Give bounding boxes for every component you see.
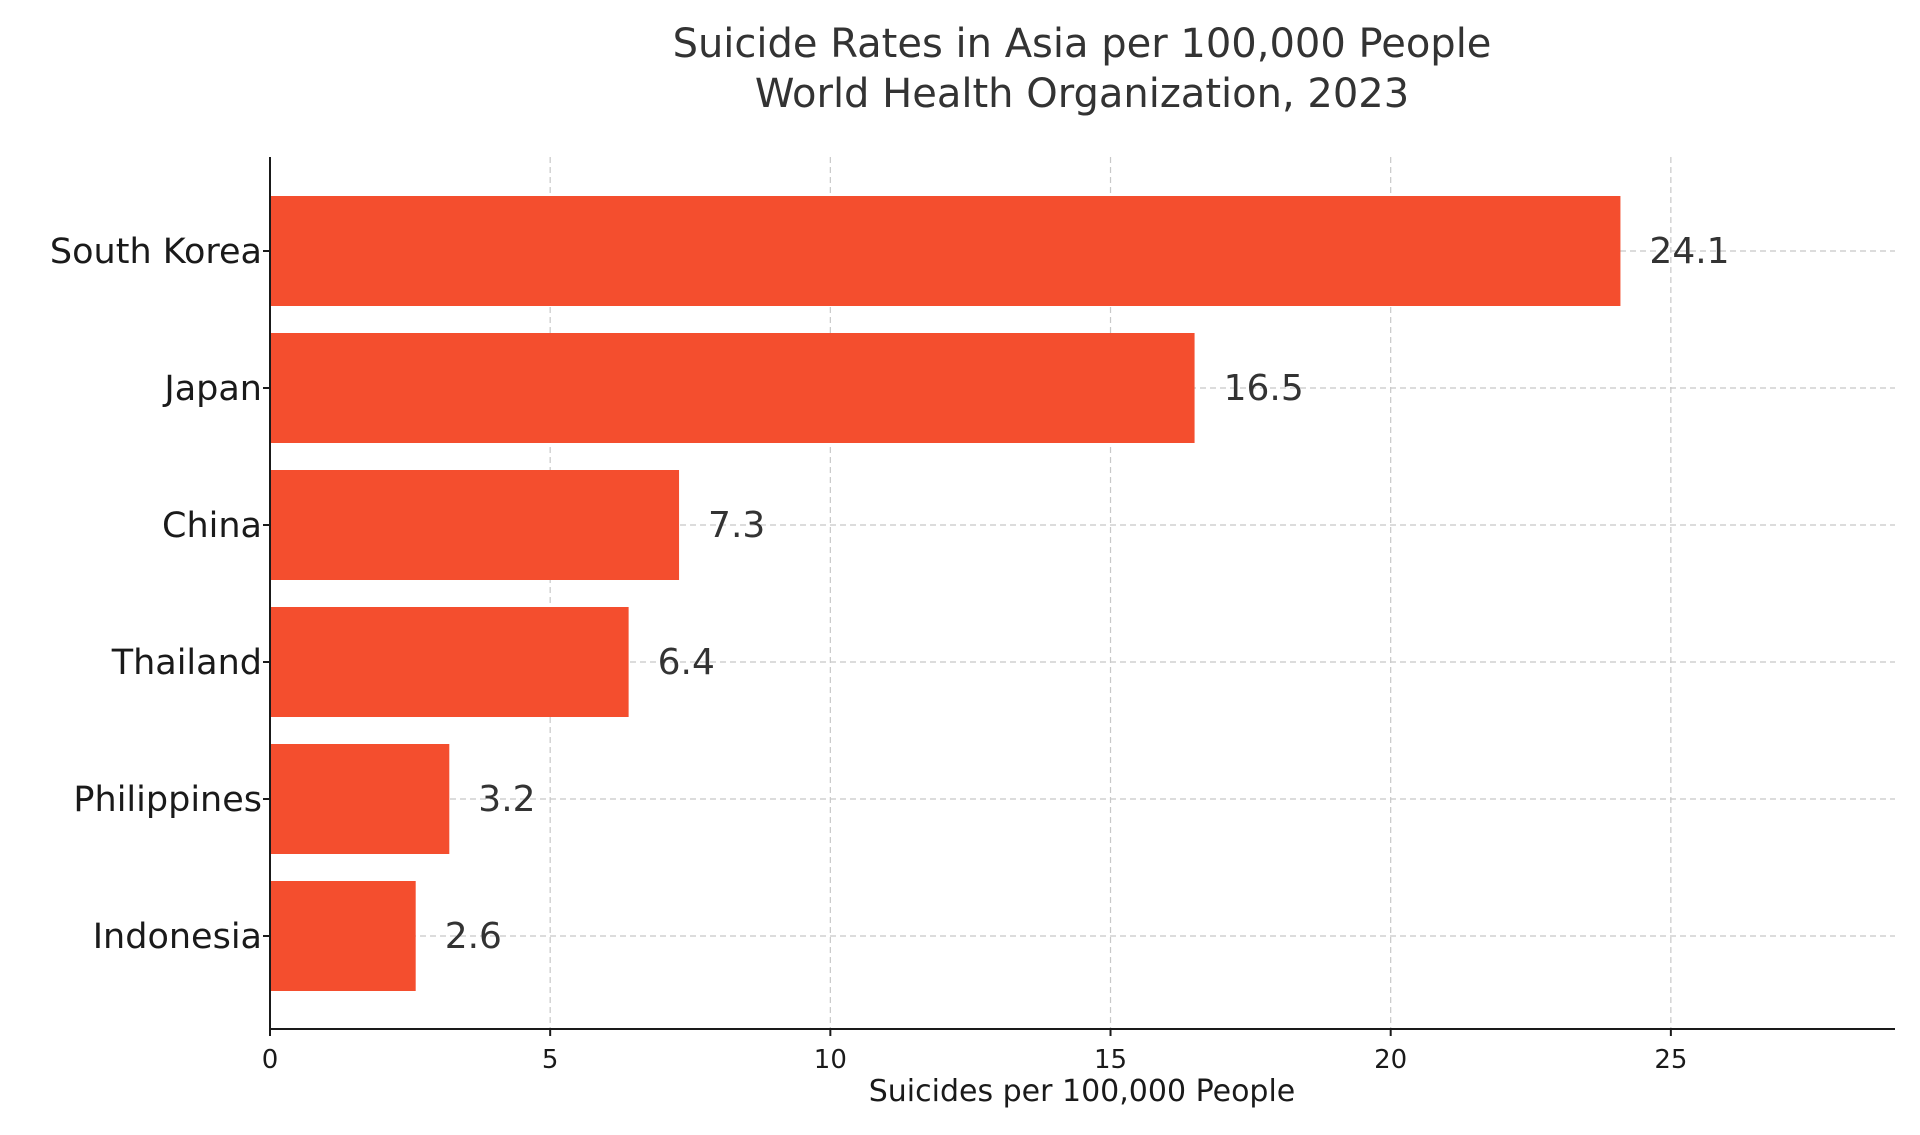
bar-south-korea	[270, 196, 1621, 306]
bar-value-label: 2.6	[445, 916, 502, 957]
axes	[263, 157, 1895, 1036]
chart-title: Suicide Rates in Asia per 100,000 People	[673, 21, 1492, 67]
category-label: Japan	[162, 369, 262, 409]
labels: 24.1 South Korea 16.5 Japan 7.3 China 6.4 Thail…	[50, 231, 1730, 1075]
bar-value-label: 3.2	[478, 779, 535, 820]
x-axis-label: Suicides per 100,000 People	[869, 1074, 1296, 1109]
bar-indonesia	[270, 881, 416, 991]
category-label: Indonesia	[93, 917, 262, 957]
x-tick-label: 25	[1654, 1045, 1687, 1075]
category-label: Philippines	[73, 780, 262, 820]
category-label: South Korea	[50, 232, 262, 272]
bar-japan	[270, 333, 1195, 443]
x-tick-label: 10	[814, 1045, 847, 1075]
x-tick-label: 15	[1094, 1045, 1127, 1075]
bar-value-label: 7.3	[708, 505, 765, 546]
bar-value-label: 16.5	[1224, 368, 1304, 409]
category-label: China	[162, 506, 262, 546]
bar-value-label: 6.4	[658, 642, 715, 683]
bar-philippines	[270, 744, 450, 854]
bars	[270, 196, 1621, 991]
bar-thailand	[270, 607, 629, 717]
x-tick-label: 0	[262, 1045, 279, 1075]
x-tick-label: 20	[1374, 1045, 1407, 1075]
x-tick-label: 5	[542, 1045, 559, 1075]
category-label: Thailand	[111, 643, 262, 683]
chart-subtitle: World Health Organization, 2023	[755, 71, 1409, 117]
bar-china	[270, 470, 680, 580]
bar-value-label: 24.1	[1649, 231, 1729, 272]
